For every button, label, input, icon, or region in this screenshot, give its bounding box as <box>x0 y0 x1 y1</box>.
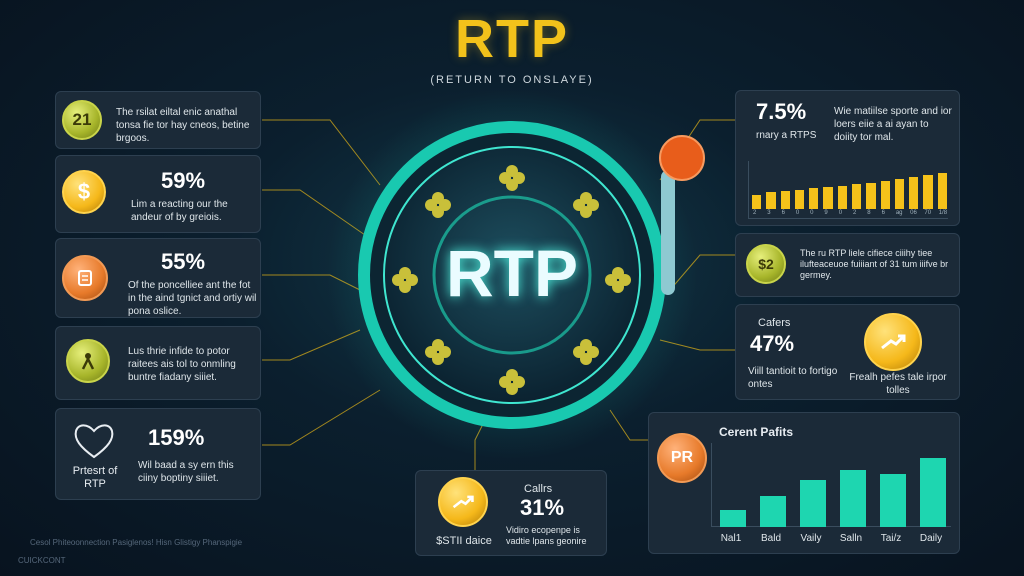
mini-tick-label: 1/8 <box>938 210 948 216</box>
right-card-3[interactable]: Cafers 47% Viill tantioit to fortigo ont… <box>735 304 960 400</box>
mini-tick-label: 2 <box>853 210 857 216</box>
right-top-card[interactable]: 7.5% rnary a RTPS Wie matiilse sporte an… <box>735 90 960 226</box>
mini-bar <box>780 191 790 209</box>
mini-bar <box>909 177 919 209</box>
card-heading: Callrs <box>524 483 553 495</box>
profit-bar <box>920 458 946 527</box>
lever-handle[interactable] <box>661 170 675 295</box>
profit-category-label: Tai/z <box>880 533 902 544</box>
card-text: The rsilat eiltal enic anathal tonsa fie… <box>116 107 250 144</box>
mini-bar <box>923 175 933 209</box>
mini-bar <box>852 184 862 209</box>
card-percent: 31% <box>520 495 565 520</box>
mini-bar <box>823 187 833 209</box>
profit-bar <box>840 470 866 527</box>
mini-tick-label: 0 <box>810 210 814 216</box>
mini-bar <box>752 195 762 209</box>
pr-badge-icon: PR <box>657 433 707 483</box>
mini-tick-label: 0 <box>795 210 800 216</box>
left-card-4[interactable]: Lus thrie infide to potor raitees ais to… <box>55 326 261 400</box>
mini-tick-label: 6 <box>881 210 885 216</box>
profit-category-label: Salln <box>839 533 863 544</box>
mini-tick-label: ag <box>895 210 903 216</box>
arrow-coin-icon <box>864 313 922 371</box>
mini-bar-chart: 2 3 6 0 0 9 0 2 8 6 ag 06 70 1/8 <box>748 161 948 219</box>
scroll-coin-icon <box>62 255 108 301</box>
mini-bar <box>809 188 819 209</box>
card-caption: Prtesrt of RTP <box>72 465 118 490</box>
center-rtp-label: RTP <box>446 236 578 310</box>
card-percent: 55% <box>161 249 206 274</box>
mini-tick-label: 9 <box>824 210 828 216</box>
mini-tick-label: 2 <box>753 210 757 216</box>
dollar-coin-icon: $ <box>62 170 106 214</box>
mini-bar <box>794 189 805 209</box>
profit-category-label: Daily <box>919 533 943 544</box>
profit-chart-labels: Nal1 Bald Vaily Salln Tai/z Daily <box>711 531 951 545</box>
profit-category-label: Vaily <box>800 533 822 544</box>
mini-tick-label: 3 <box>767 210 771 216</box>
arrow-coin-icon <box>438 477 488 527</box>
left-card-5[interactable]: Prtesrt of RTP 159% Wil baad a sy ern th… <box>55 408 261 500</box>
card-percent: 159% <box>148 425 205 450</box>
mini-bar <box>937 173 947 209</box>
profit-category-label: Nal1 <box>720 533 742 544</box>
card-subtext: rnary a RTPS <box>756 130 817 141</box>
mini-tick-label: 0 <box>838 210 843 216</box>
profit-bar <box>720 509 746 527</box>
page-subtitle: (RETURN TO ONSLAYE) <box>430 74 594 86</box>
card-text: The ru RTP liele cifiece ciiihy tiee ilu… <box>800 248 949 280</box>
left-card-1[interactable]: 21 The rsilat eiltal enic anathal tonsa … <box>55 91 261 149</box>
chart-title: Cerent Pafits <box>719 425 794 439</box>
footer-line-1: Cesol Phiteoonnection Pasiglenos! Hisn G… <box>30 538 243 547</box>
profit-bar-chart <box>711 443 951 527</box>
card-text: Wil baad a sy ern this ciiny boptiny sii… <box>138 460 234 484</box>
card-text: Of the poncelliee ant the fot in the ain… <box>128 280 257 317</box>
heart-icon <box>74 424 114 459</box>
left-card-2[interactable]: $ 59% Lim a reacting our the andeur of b… <box>55 155 261 233</box>
mini-bar <box>894 179 905 209</box>
mini-bar <box>866 183 876 209</box>
lever-knob-icon[interactable] <box>659 135 705 181</box>
card-percent: 7.5% <box>756 99 807 124</box>
profit-bar <box>880 473 906 527</box>
card-text: Wie matiilse sporte and ior loers eiie a… <box>834 106 952 143</box>
mini-bar <box>880 181 890 209</box>
profit-category-label: Bald <box>760 533 781 544</box>
card-text: Lim a reacting our the andeur of by grei… <box>131 199 228 223</box>
mini-tick-label: 8 <box>867 210 871 216</box>
coin-icon: 21 <box>62 100 102 140</box>
coin-label: $STII daice <box>436 535 492 547</box>
footer-line-2: CUICKCONT <box>18 556 66 565</box>
right-mid-card[interactable]: $2 The ru RTP liele cifiece ciiihy tiee … <box>735 233 960 297</box>
bottom-center-card[interactable]: $STII daice Callrs 31% Vidiro ecopenpe i… <box>415 470 607 556</box>
card-percent: 59% <box>161 168 206 193</box>
figure-coin-icon <box>66 339 110 383</box>
page-title: RTP <box>455 9 569 69</box>
bottom-chart-card[interactable]: PR Cerent Pafits Nal1 Bald Vaily Salln Tai/z… <box>648 412 960 554</box>
card-heading: Cafers <box>758 317 791 329</box>
coin-icon: $2 <box>746 244 786 284</box>
mini-tick-label: 6 <box>781 210 785 216</box>
profit-bar <box>800 480 826 527</box>
card-text: Lus thrie infide to potor raitees ais to… <box>128 346 236 383</box>
card-percent: 47% <box>750 331 795 356</box>
card-text: Vidiro ecopenpe is vadtie lpans geonire <box>506 525 587 546</box>
mini-tick-label: 70 <box>924 210 932 216</box>
card-right-text: Frealh pefes tale irpor tolles <box>849 372 947 396</box>
mini-tick-label: 06 <box>910 210 917 216</box>
mini-bar <box>766 192 776 209</box>
card-left-text: Viill tantioit to fortigo ontes <box>748 366 838 390</box>
left-card-3[interactable]: 55% Of the poncelliee ant the fot in the… <box>55 238 261 318</box>
mini-bar <box>837 185 847 209</box>
profit-bar <box>760 495 786 527</box>
